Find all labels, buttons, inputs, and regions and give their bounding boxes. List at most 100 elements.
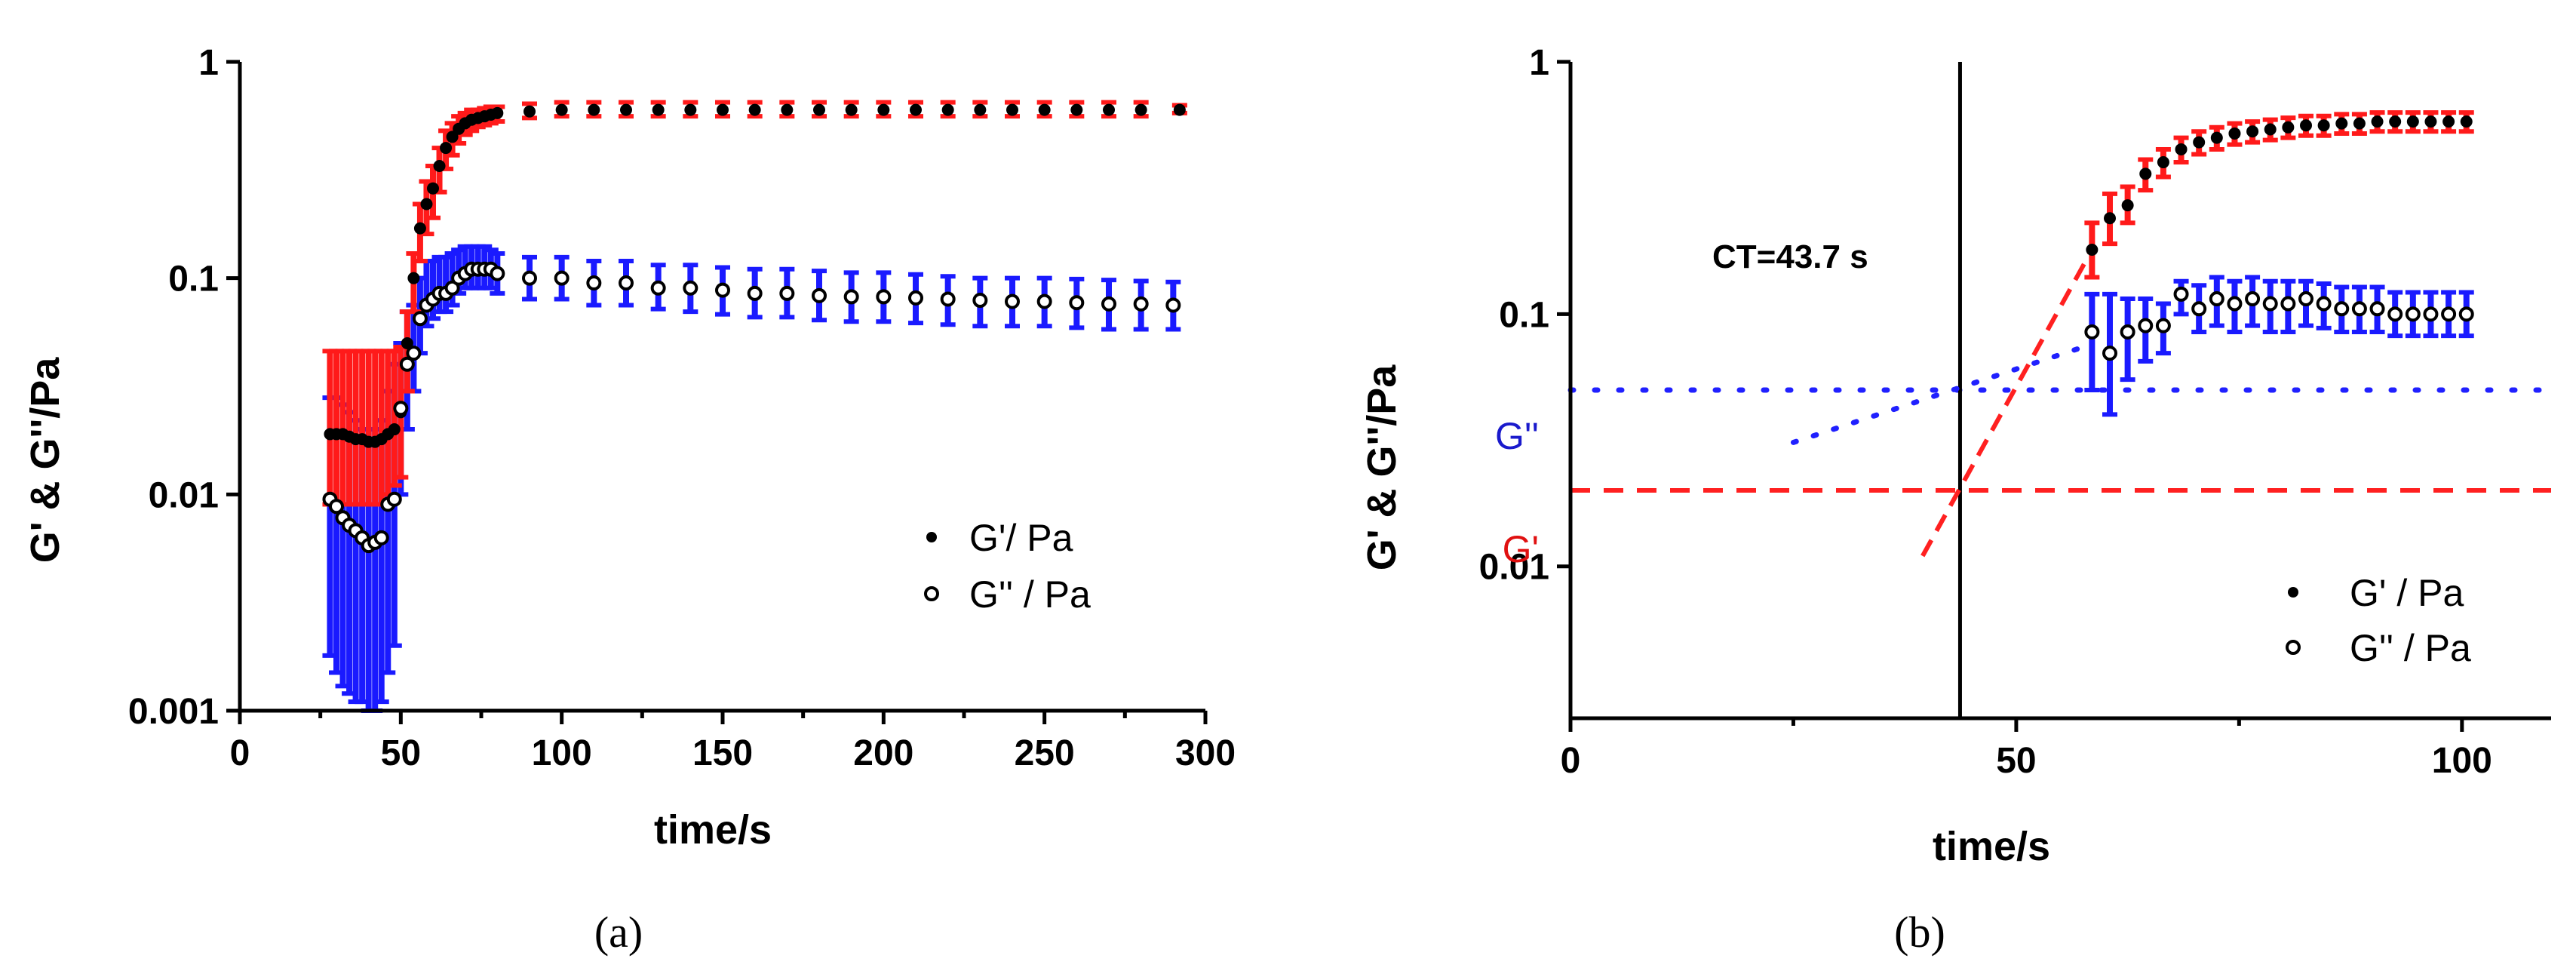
a-g-double-prime-point — [908, 290, 923, 306]
a-g-prime-point — [1103, 103, 1115, 116]
a-g-double-prime-point — [406, 346, 422, 361]
a-legend-filled-marker — [926, 532, 937, 542]
b-legend: G' / Pa G'' / Pa — [2286, 572, 2471, 669]
b-g-prime-point — [2460, 115, 2473, 128]
panel-label-a: (a) — [594, 908, 643, 957]
b-g-prime-point — [2300, 119, 2312, 132]
a-x-tick-label: 100 — [532, 733, 592, 773]
b-y-ticks: 0.01 0.1 1 — [1479, 43, 1570, 588]
a-g-double-prime-point — [972, 293, 988, 309]
panel-b: 0 50 100 0.01 0.1 1 time/s G' & G''/Pa CT=43… — [1359, 43, 2554, 957]
a-x-ticks: 0 50 100 150 200 250 300 — [230, 711, 1236, 773]
a-x-tick-label: 0 — [230, 733, 250, 773]
b-y-tick-label: 0.1 — [1499, 295, 1549, 335]
panel-label-b: (b) — [1894, 908, 1945, 957]
a-g-prime-point — [877, 103, 890, 116]
b-error-bars — [2084, 110, 2474, 417]
a-g-prime-point — [420, 198, 433, 210]
g-double-prime-level-label: G'' — [1495, 415, 1539, 457]
b-g-prime-point — [2193, 136, 2206, 149]
a-g-prime-point — [781, 103, 794, 116]
b-g-double-prime-point — [2423, 306, 2439, 322]
a-g-double-prime-point — [619, 275, 634, 291]
b-g-double-prime-point — [2209, 291, 2224, 307]
b-g-double-prime-point — [2458, 306, 2474, 322]
b-g-prime-point — [2157, 156, 2169, 169]
b-g-prime-point — [2317, 119, 2330, 132]
a-g-prime-point — [555, 103, 568, 116]
b-g-double-prime-point — [2298, 291, 2313, 307]
b-g-double-prime-point — [2245, 291, 2261, 307]
b-g-double-prime-point — [2227, 296, 2243, 312]
a-g-prime-point — [413, 222, 426, 235]
b-markers — [2084, 115, 2474, 361]
b-g-double-prime-point — [2351, 301, 2367, 317]
a-g-prime-point — [813, 103, 825, 116]
a-g-prime-point — [1070, 103, 1083, 116]
a-legend: G'/ Pa G'' / Pa — [924, 517, 1091, 616]
a-g-prime-point — [440, 142, 453, 155]
a-x-tick-label: 300 — [1175, 733, 1236, 773]
a-g-double-prime-point — [1133, 296, 1149, 312]
a-g-prime-point — [427, 182, 439, 195]
a-g-double-prime-point — [650, 280, 666, 296]
a-g-double-prime-point — [1165, 297, 1181, 313]
a-x-tick-label: 50 — [381, 733, 421, 773]
a-g-prime-point — [433, 160, 446, 173]
b-x-tick-label: 50 — [1996, 741, 2036, 781]
a-g-double-prime-point — [1069, 295, 1085, 311]
a-g-double-prime-point — [843, 289, 859, 305]
a-g-double-prime-point — [412, 311, 428, 327]
a-legend-g-prime: G'/ Pa — [969, 517, 1073, 559]
g-prime-extrapolation-line — [1920, 248, 2094, 558]
b-g-double-prime-point — [2387, 306, 2403, 322]
b-g-prime-point — [2121, 199, 2134, 212]
b-g-prime-point — [2389, 115, 2402, 128]
b-g-prime-point — [2406, 115, 2419, 128]
a-g-prime-point — [1038, 103, 1051, 116]
a-g-prime-point — [388, 423, 401, 436]
b-legend-g-double-prime: G'' / Pa — [2350, 627, 2471, 669]
a-g-double-prime-point — [1101, 296, 1116, 312]
a-y-tick-label: 0.001 — [128, 692, 219, 732]
b-g-prime-point — [2228, 127, 2241, 140]
a-g-double-prime-point — [490, 266, 505, 281]
a-g-double-prime-point — [876, 289, 892, 305]
b-x-tick-label: 100 — [2432, 741, 2492, 781]
b-x-ticks: 0 50 100 — [1561, 718, 2492, 781]
b-g-double-prime-point — [2280, 296, 2296, 312]
a-g-prime-point — [1006, 103, 1018, 116]
a-g-prime-point — [748, 103, 761, 116]
b-g-prime-point — [2371, 115, 2384, 128]
b-x-tick-label: 0 — [1561, 741, 1581, 781]
b-g-double-prime-point — [2173, 286, 2189, 302]
b-g-double-prime-point — [2102, 346, 2117, 361]
a-g-prime-point — [620, 103, 632, 116]
b-g-prime-point — [2086, 244, 2099, 256]
a-g-prime-point — [1134, 103, 1147, 116]
a-error-bars — [322, 100, 1187, 713]
a-g-double-prime-point — [393, 401, 409, 416]
a-g-double-prime-point — [683, 280, 698, 296]
a-g-prime-point — [401, 336, 413, 349]
a-g-prime-point — [1173, 103, 1186, 116]
a-g-prime-point — [717, 103, 729, 116]
b-g-prime-point — [2335, 117, 2348, 130]
a-g-double-prime-point — [747, 285, 763, 301]
g-double-prime-extrapolation-line — [1790, 343, 2090, 445]
a-g-double-prime-point — [715, 282, 730, 298]
a-x-tick-label: 200 — [853, 733, 913, 773]
a-g-prime-point — [910, 103, 922, 116]
a-legend-open-marker — [924, 586, 939, 601]
b-y-axis-label: G' & G''/Pa — [1359, 364, 1405, 571]
b-g-prime-point — [2282, 121, 2295, 134]
a-x-tick-label: 150 — [692, 733, 753, 773]
a-y-tick-label: 1 — [198, 43, 219, 83]
b-g-double-prime-point — [2262, 296, 2278, 312]
a-g-double-prime-point — [779, 285, 795, 301]
a-y-axis-label: G' & G''/Pa — [23, 357, 68, 564]
b-y-tick-label: 0.01 — [1479, 548, 1549, 588]
a-g-prime-point — [684, 103, 697, 116]
a-y-tick-label: 0.1 — [168, 260, 219, 300]
